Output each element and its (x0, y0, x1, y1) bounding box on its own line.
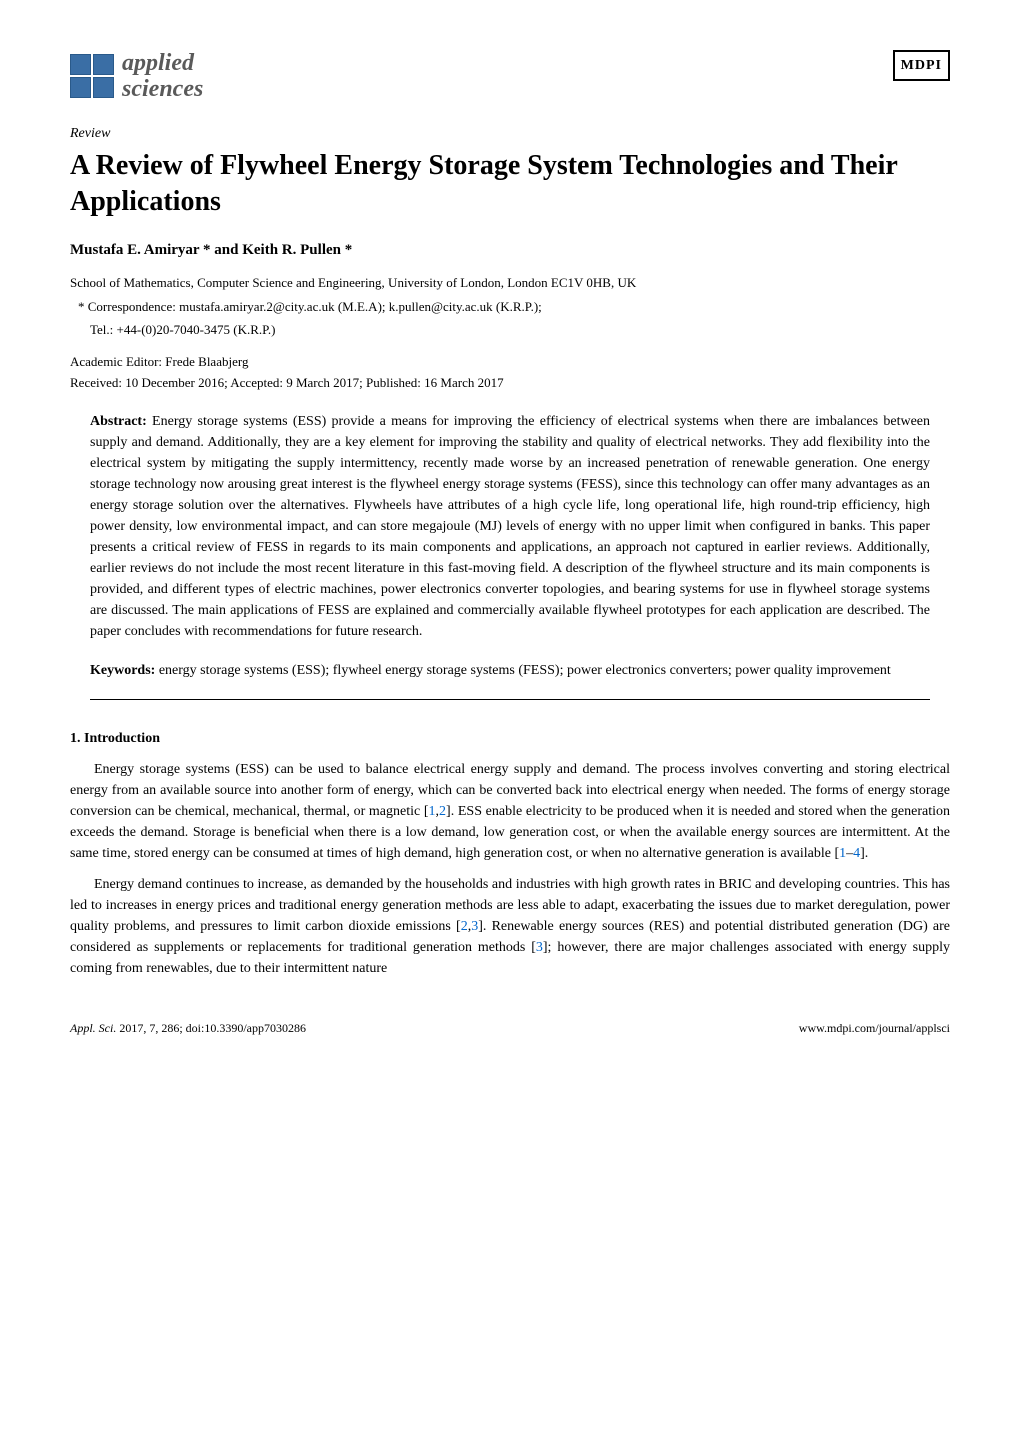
footer-journal-abbrev: Appl. Sci. (70, 1021, 116, 1035)
affiliation: School of Mathematics, Computer Science … (70, 273, 950, 293)
footer-citation: 2017, 7, 286; doi:10.3390/app7030286 (116, 1021, 306, 1035)
divider (90, 699, 930, 700)
para1-text-end: ]. (860, 846, 868, 861)
citation-link-2b[interactable]: 2 (461, 919, 468, 934)
article-title: A Review of Flywheel Energy Storage Syst… (70, 148, 950, 221)
abstract-text: Energy storage systems (ESS) provide a m… (90, 414, 930, 639)
telephone: Tel.: +44-(0)20-7040-3475 (K.R.P.) (70, 320, 950, 340)
publisher-logo: MDPI (893, 50, 950, 81)
section-heading-intro: 1. Introduction (70, 728, 950, 749)
keywords: Keywords: energy storage systems (ESS); … (90, 660, 930, 681)
authors: Mustafa E. Amiryar * and Keith R. Pullen… (70, 239, 950, 262)
citation-link-1b[interactable]: 1 (839, 846, 846, 861)
abstract-label: Abstract: (90, 414, 147, 429)
article-dates: Received: 10 December 2016; Accepted: 9 … (70, 373, 950, 393)
correspondence: * Correspondence: mustafa.amiryar.2@city… (70, 297, 950, 317)
footer-left: Appl. Sci. 2017, 7, 286; doi:10.3390/app… (70, 1019, 306, 1037)
logo-grid-icon (70, 54, 114, 98)
keywords-label: Keywords: (90, 663, 155, 678)
citation-link-3b[interactable]: 3 (536, 940, 543, 955)
header: applied sciences MDPI (70, 50, 950, 103)
intro-paragraph-2: Energy demand continues to increase, as … (70, 874, 950, 979)
journal-name-line2: sciences (122, 76, 203, 102)
footer-url[interactable]: www.mdpi.com/journal/applsci (799, 1019, 950, 1037)
academic-editor: Academic Editor: Frede Blaabjerg (70, 352, 950, 372)
footer: Appl. Sci. 2017, 7, 286; doi:10.3390/app… (70, 1019, 950, 1037)
correspondence-text: Correspondence: mustafa.amiryar.2@city.a… (88, 299, 542, 314)
journal-logo: applied sciences (70, 50, 203, 103)
abstract: Abstract: Energy storage systems (ESS) p… (90, 411, 930, 642)
keywords-text: energy storage systems (ESS); flywheel e… (159, 663, 891, 678)
citation-link-1[interactable]: 1 (429, 804, 436, 819)
citation-link-2[interactable]: 2 (439, 804, 446, 819)
correspondence-marker: * (78, 299, 85, 314)
intro-paragraph-1: Energy storage systems (ESS) can be used… (70, 759, 950, 864)
journal-name-line1: applied (122, 50, 203, 76)
journal-name: applied sciences (122, 50, 203, 103)
article-type: Review (70, 123, 950, 144)
